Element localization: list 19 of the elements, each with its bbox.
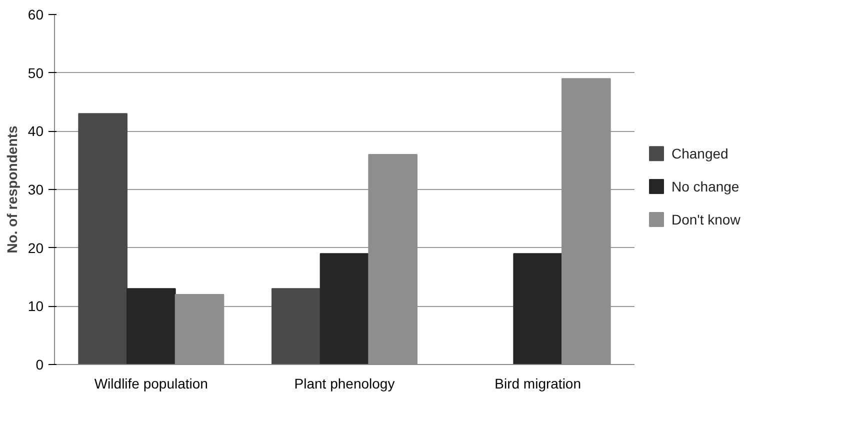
y-tick-label: 50 xyxy=(28,64,44,81)
y-tick-label: 20 xyxy=(28,240,44,256)
bar xyxy=(272,288,321,364)
x-tick-label: Bird migration xyxy=(494,376,582,392)
bar xyxy=(320,253,370,364)
bar xyxy=(513,253,562,364)
legend-label: Don't know xyxy=(672,211,742,228)
y-tick-label: 40 xyxy=(28,123,44,140)
y-tick-label: 10 xyxy=(28,298,44,314)
legend-label: No change xyxy=(672,178,740,195)
bar xyxy=(126,288,176,364)
legend-label: Changed xyxy=(672,146,728,162)
y-tick-label: 0 xyxy=(36,356,44,372)
bar xyxy=(78,113,128,364)
x-tick-label: Wildlife population xyxy=(94,376,208,392)
y-tick-label: 30 xyxy=(28,182,44,198)
x-tick-label: Plant phenology xyxy=(294,376,395,392)
y-axis-title: No. of respondents xyxy=(4,126,20,254)
y-tick-label: 60 xyxy=(28,6,44,22)
